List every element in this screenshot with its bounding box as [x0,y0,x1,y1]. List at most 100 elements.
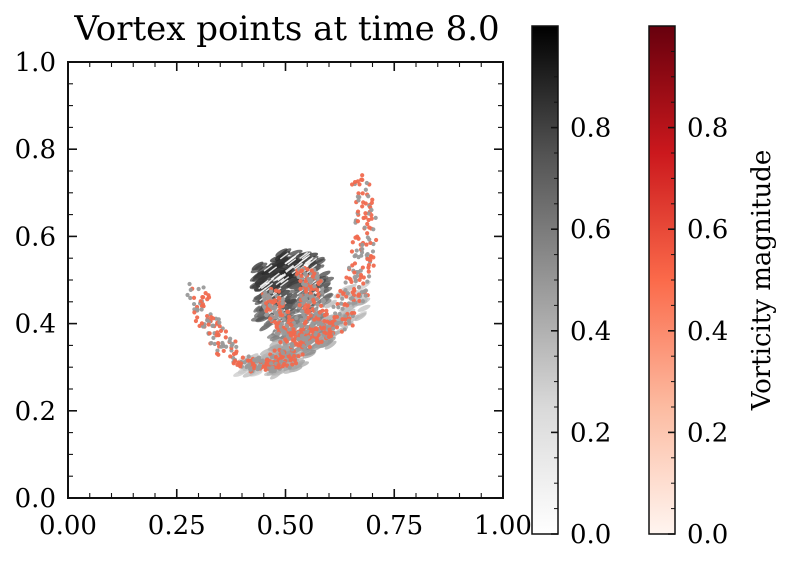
vortex-point [360,191,365,196]
vortex-point [308,313,313,318]
axis-ticks: 0.00 0.25 0.50 0.75 1.00 0.0 0.2 0.4 0.6 0.8 1.0 [15,48,532,541]
vortex-point [340,317,345,322]
y-tick-label: 1.0 [15,48,56,78]
vortex-point [319,339,324,344]
colorbar-tick-label: 0.8 [687,114,728,144]
vortex-point [319,290,325,295]
vorticity-streak [271,335,285,342]
vortex-point [352,254,357,259]
vortex-point [340,306,345,311]
vortex-point [312,284,317,289]
vortex-point [361,275,366,280]
vortex-point [221,348,226,354]
vortex-point [359,253,364,258]
vortex-point [343,314,348,319]
vortex-point [334,321,339,326]
vortex-point [316,316,321,321]
vortex-point [360,265,365,270]
vortex-point [356,293,361,298]
y-tick-label: 0.6 [15,222,56,252]
vortex-point [207,331,212,336]
vortex-point [298,293,303,298]
vortex-point [322,330,327,335]
vortex-point [316,322,321,327]
vortex-point [195,315,200,320]
vortex-point [312,317,317,322]
vortex-point [201,285,206,290]
core-highlight [285,265,295,273]
vortex-point [342,327,347,332]
vortex-point [304,324,310,330]
y-tick-label: 0.2 [15,397,56,427]
vortex-point [345,291,350,296]
vortex-point [290,362,295,367]
vortex-point [264,308,269,314]
vortex-point [341,291,346,296]
vortex-point [264,358,269,363]
vortex-point [371,227,376,232]
vorticity-streak [289,282,303,290]
vortex-point [353,279,358,284]
vortex-point [359,177,364,182]
vortex-point [339,329,344,334]
vortex-point [306,303,311,308]
core-highlight [275,278,285,286]
vortex-point [257,363,263,368]
vortex-point [350,323,355,328]
vortex-point [310,274,316,279]
vortex-point [366,269,371,274]
vortex-point [280,354,285,360]
vortex-point [299,318,304,323]
vortex-point [357,277,362,283]
vortex-point [302,321,307,326]
vortex-point [235,362,240,367]
vortex-point [343,280,348,285]
x-tick-label: 0.75 [365,511,423,541]
vorticity-streak [269,255,284,263]
vortex-point [195,307,200,312]
vortex-point [276,289,282,294]
vortex-point [343,321,348,326]
vortex-point [303,336,308,341]
vortex-point [223,329,229,334]
vortex-point [354,248,359,253]
vortex-point [211,335,216,340]
vorticity-streak [315,340,329,349]
vortex-point [355,194,360,199]
vortex-point [298,278,303,284]
vortex-point [368,254,374,259]
vortex-point [205,297,210,302]
vortex-point [306,276,311,282]
vortex-point [314,326,319,331]
vortex-point [350,240,355,245]
vorticity-streak [295,361,310,368]
vorticity-streak [324,340,337,350]
colorbar-reds: 0.0 0.2 0.4 0.6 0.8 Vorticity magnitude [648,25,777,550]
vortex-point [299,269,304,274]
vortex-point [252,357,257,363]
vortex-point [303,272,308,277]
vorticity-streak [259,348,273,356]
vorticity-streak [233,370,247,377]
vortex-point [356,191,361,196]
vortex-point [366,265,371,270]
vortex-point [360,204,365,209]
vortex-point [351,286,357,292]
vortex-point [302,306,307,311]
vortex-point [360,242,365,247]
vortex-point [273,305,278,310]
vortex-point [363,293,368,298]
vortex-point [280,301,285,306]
vortex-point [310,328,315,333]
core-highlight [279,279,289,287]
vortex-point [324,312,329,317]
vortex-point [218,328,224,334]
vorticity-streak [283,298,297,307]
vortex-point [270,300,276,305]
vortex-point [282,361,287,367]
vortex-point [316,291,321,297]
vortex-points [185,173,379,374]
vortex-point [304,329,309,334]
vortex-point [333,311,338,316]
vortex-point [210,316,216,321]
